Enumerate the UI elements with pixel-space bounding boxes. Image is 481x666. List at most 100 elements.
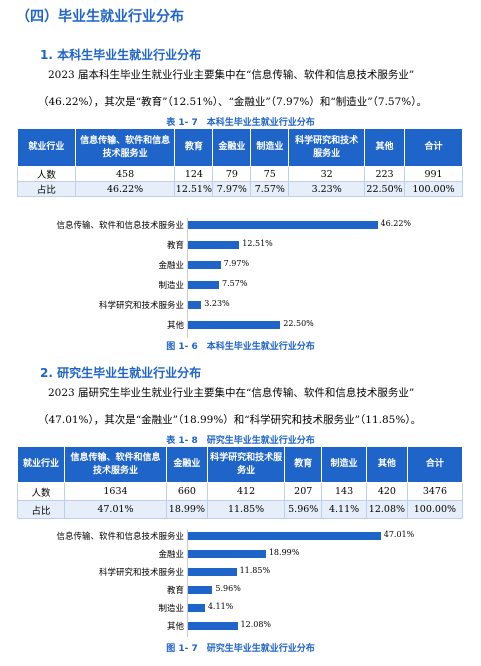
table-cell: 3476 (406, 482, 464, 501)
bar (188, 281, 220, 289)
table-header-cell: 教育 (284, 446, 323, 483)
table-header-cell: 教育 (174, 128, 214, 167)
bar-value-label: 18.99% (268, 548, 300, 557)
undergrad-para-line1: 2023 届本科生毕业生就业行业主要集中在“信息传输、软件和信息技术服务业” (48, 69, 415, 81)
bar (188, 261, 221, 269)
table-header-cell: 其他 (366, 446, 408, 483)
bar-value-label: 4.11% (207, 602, 234, 611)
bar-value-label: 12.51% (242, 239, 273, 248)
bar-category-label: 信息传输、软件和信息技术服务业 (56, 532, 184, 542)
bar (188, 586, 213, 594)
table-cell: 占比 (17, 500, 65, 519)
table-cell: 79 (212, 166, 252, 182)
table-cell: 124 (174, 166, 214, 182)
table-header-cell: 金融业 (166, 446, 208, 483)
table-header-cell: 制造业 (250, 128, 290, 167)
chart-bar-row: 制造业 4.11% (0, 601, 481, 617)
table-cell: 32 (288, 166, 366, 182)
bar (188, 301, 202, 309)
bar (188, 550, 266, 558)
graduate-figure-caption: 图 1- 7 研究生毕业生就业行业分布 (166, 644, 315, 654)
table-header-cell: 合计 (406, 446, 464, 483)
table-cell: 46.22% (74, 181, 176, 197)
table-cell: 420 (366, 482, 408, 501)
bar-value-label: 3.23% (204, 299, 230, 308)
chart-bar-row: 信息传输、软件和信息技术服务业 47.01% (0, 529, 481, 545)
table-cell: 991 (404, 166, 463, 182)
bar-category-label: 教育 (166, 586, 184, 596)
bar-value-label: 46.22% (380, 219, 412, 228)
chart-bar-row: 其他 22.50% (0, 318, 481, 334)
chart-bar-row: 制造业 7.57% (0, 278, 481, 294)
graduate-table-header-row: 就业行业 信息传输、软件和信息技术服务业 金融业 科学研究和技术服务业 教育 制… (17, 446, 464, 483)
chart-axis-line (187, 218, 188, 338)
table-cell: 75 (250, 166, 290, 182)
bar-category-label: 金融业 (158, 261, 184, 271)
bar-value-label: 12.08% (240, 620, 272, 629)
bar-category-label: 制造业 (158, 281, 184, 291)
table-row: 占比 46.22% 12.51% 7.97% 7.57% 3.23% 22.50… (17, 181, 463, 197)
bar (188, 221, 378, 229)
table-header-cell: 金融业 (212, 128, 252, 167)
undergrad-heading: 1. 本科生毕业生就业行业分布 (40, 48, 202, 62)
graduate-table: 就业行业 信息传输、软件和信息技术服务业 金融业 科学研究和技术服务业 教育 制… (17, 446, 464, 519)
bar (188, 568, 237, 576)
chart-bar-row: 金融业 18.99% (0, 547, 481, 563)
bar-value-label: 22.50% (283, 319, 314, 328)
chart-bar-row: 金融业 7.97% (0, 258, 481, 274)
chart-bar-row: 科学研究和技术服务业 3.23% (0, 298, 481, 314)
table-cell: 18.99% (166, 500, 208, 519)
table-cell: 12.08% (366, 500, 408, 519)
table-header-cell: 信息传输、软件和信息技术服务业 (63, 446, 168, 483)
table-cell: 7.97% (212, 181, 252, 197)
graduate-bar-chart: 信息传输、软件和信息技术服务业 47.01% 金融业 18.99% 科学研究和技术服务业… (0, 529, 481, 637)
chart-bar-row: 科学研究和技术服务业 11.85% (0, 565, 481, 581)
table-cell: 12.51% (174, 181, 214, 197)
bar (188, 241, 240, 249)
bar-category-label: 金融业 (158, 550, 184, 560)
graduate-table-caption: 表 1- 8 研究生毕业生就业行业分布 (166, 436, 315, 446)
table-cell: 100.00% (404, 181, 463, 197)
table-header-cell: 合计 (404, 128, 463, 167)
bar-category-label: 其他 (166, 622, 184, 632)
table-header-cell: 科学研究和技术服务业 (206, 446, 286, 483)
bar-value-label: 7.57% (222, 279, 248, 288)
chart-bar-row: 教育 12.51% (0, 238, 481, 254)
table-row: 人数 1634 660 412 207 143 420 3476 (17, 482, 464, 501)
bar-value-label: 11.85% (239, 566, 271, 575)
table-cell: 143 (321, 482, 368, 501)
table-cell: 3.23% (288, 181, 366, 197)
table-cell: 22.50% (364, 181, 406, 197)
table-cell: 1634 (63, 482, 168, 501)
bar (188, 321, 281, 329)
bar-category-label: 信息传输、软件和信息技术服务业 (56, 221, 184, 231)
graduate-para-line2: （47.01%），其次是“金融业”（18.99%）和“科学研究和技术服务业”（1… (38, 414, 422, 426)
chart-bar-row: 其他 12.08% (0, 619, 481, 635)
undergrad-table-header-row: 就业行业 信息传输、软件和信息技术服务业 教育 金融业 制造业 科学研究和技术服… (17, 128, 463, 167)
graduate-paragraph: 2023 届研究生毕业生就业行业主要集中在“信息传输、软件和信息技术服务业” （… (38, 380, 466, 434)
section-title: （四）毕业生就业行业分布 (16, 9, 184, 25)
undergrad-bar-chart: 信息传输、软件和信息技术服务业 46.22% 教育 12.51% 金融业 7.97% 制造业… (0, 218, 481, 338)
chart-bar-row: 教育 5.96% (0, 583, 481, 599)
bar-category-label: 制造业 (158, 604, 184, 614)
bar (188, 604, 205, 612)
bar-category-label: 科学研究和技术服务业 (98, 301, 184, 311)
table-row: 占比 47.01% 18.99% 11.85% 5.96% 4.11% 12.0… (17, 500, 464, 519)
table-cell: 11.85% (206, 500, 286, 519)
table-cell: 7.57% (250, 181, 290, 197)
table-header-cell: 信息传输、软件和信息技术服务业 (74, 128, 176, 167)
graduate-heading: 2. 研究生毕业生就业行业分布 (40, 366, 202, 380)
bar-category-label: 科学研究和技术服务业 (98, 568, 184, 578)
table-header-cell: 就业行业 (17, 128, 76, 167)
bar (188, 532, 381, 540)
bar-category-label: 其他 (166, 321, 184, 331)
undergrad-table: 就业行业 信息传输、软件和信息技术服务业 教育 金融业 制造业 科学研究和技术服… (17, 128, 463, 197)
graduate-para-line1: 2023 届研究生毕业生就业行业主要集中在“信息传输、软件和信息技术服务业” (48, 387, 415, 399)
table-cell: 660 (166, 482, 208, 501)
bar-value-label: 5.96% (215, 584, 241, 593)
bar-category-label: 教育 (166, 241, 184, 251)
table-header-cell: 就业行业 (17, 446, 65, 483)
table-cell: 223 (364, 166, 406, 182)
table-header-cell: 制造业 (321, 446, 368, 483)
undergrad-figure-caption: 图 1- 6 本科生毕业生就业行业分布 (166, 342, 315, 352)
